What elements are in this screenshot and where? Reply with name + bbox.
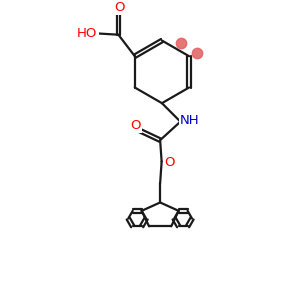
Text: O: O [114, 2, 125, 14]
Text: HO: HO [77, 27, 98, 40]
Text: O: O [165, 156, 175, 169]
Text: NH: NH [180, 114, 200, 127]
Text: O: O [130, 119, 141, 132]
